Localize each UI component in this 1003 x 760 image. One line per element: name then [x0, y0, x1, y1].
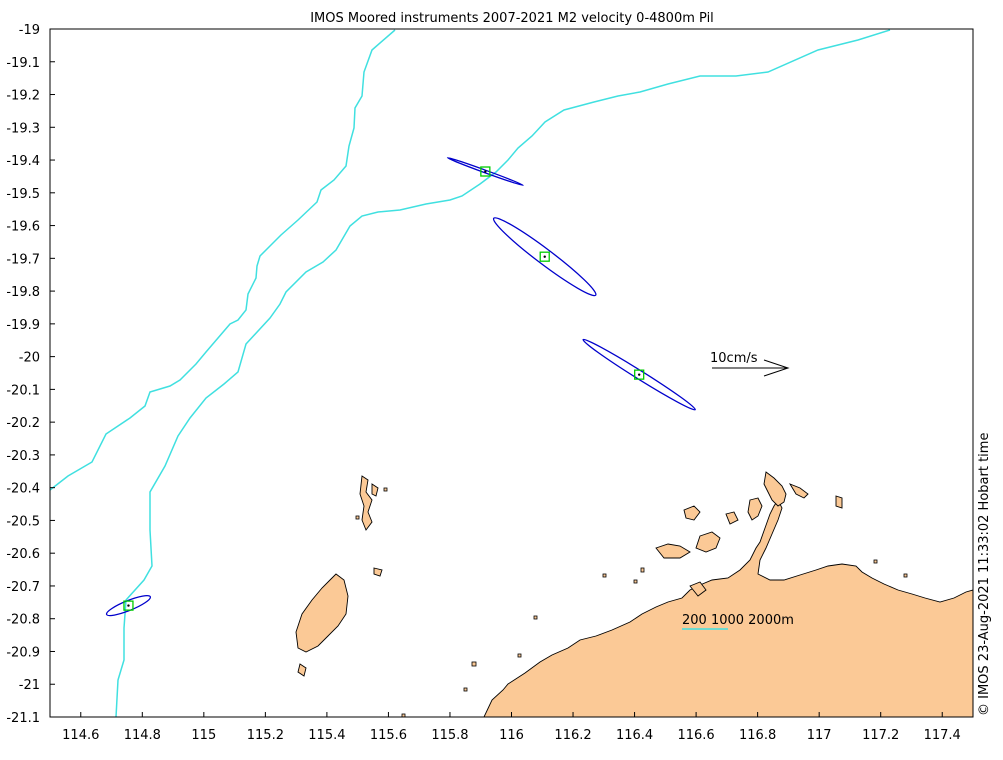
x-tick-label: 117.2 [862, 728, 899, 743]
mooring-marker [480, 166, 491, 177]
velocity-scale-label: 10cm/s [710, 351, 758, 366]
y-tick-label: -21 [19, 678, 40, 693]
y-tick-label: -20.2 [6, 416, 40, 431]
island-dampier-5 [725, 511, 739, 525]
burrup-peninsula [763, 471, 787, 507]
tidal-ellipse [446, 157, 524, 186]
x-tick-label: 116 [499, 728, 524, 743]
y-tick-label: -20.6 [6, 547, 40, 562]
tidal-ellipse [492, 217, 597, 297]
island-dampier-6 [835, 495, 843, 509]
montebello-islet-1 [371, 483, 379, 497]
y-tick-label: -19.2 [6, 89, 40, 104]
y-axis: -19 -19.1 -19.2 -19.3 -19.4 -19.5 -19.6 -19.7 -1… [6, 23, 55, 726]
x-tick-label: 115.4 [308, 728, 345, 743]
island-dampier-4 [683, 505, 701, 521]
x-tick-label: 116.2 [554, 728, 591, 743]
x-tick-label: 116.8 [739, 728, 776, 743]
x-tick-label: 114.6 [62, 728, 99, 743]
y-tick-label: -20.3 [6, 449, 40, 464]
island-barrow-south [297, 663, 307, 677]
x-tick-label: 117 [807, 728, 832, 743]
x-tick-label: 117.4 [924, 728, 961, 743]
y-tick-label: -19.8 [6, 285, 40, 300]
y-tick-label: -20.8 [6, 613, 40, 628]
y-tick-label: -20 [19, 351, 40, 366]
x-tick-label: 114.8 [124, 728, 161, 743]
mooring-center-dot [127, 604, 130, 607]
y-tick-label: -19.6 [6, 220, 40, 235]
y-tick-label: -20.9 [6, 645, 40, 660]
y-tick-label: -19 [19, 23, 40, 38]
island-dampier-2 [695, 531, 721, 553]
mainland-coastline [483, 499, 973, 717]
island-dampier-3 [655, 543, 691, 559]
island-dampier-east [788, 483, 809, 499]
y-tick-label: -19.7 [6, 252, 40, 267]
y-tick-label: -19.5 [6, 187, 40, 202]
map-title: IMOS Moored instruments 2007-2021 M2 vel… [310, 11, 714, 26]
y-tick-label: -20.7 [6, 580, 40, 595]
x-tick-label: 115.8 [431, 728, 468, 743]
y-tick-label: -21.1 [6, 711, 40, 726]
y-tick-label: -20.5 [6, 514, 40, 529]
x-tick-label: 115.6 [370, 728, 407, 743]
x-axis: 114.6 114.8 115 115.2 115.4 115.6 115.8 116 116.… [62, 712, 961, 743]
mooring-center-dot [637, 373, 641, 376]
scattered-islets [355, 487, 908, 717]
island-dampier-7 [689, 581, 707, 597]
mooring-marker [539, 251, 550, 262]
y-tick-label: -19.3 [6, 121, 40, 136]
y-tick-label: -20.1 [6, 383, 40, 398]
plot-area: 10cm/s 200 1000 2000m [50, 29, 973, 717]
tidal-ellipse-layer [105, 157, 696, 617]
barrow-island [295, 573, 349, 653]
isobath-contour-2000m [50, 29, 396, 491]
montebello-islet-2 [373, 567, 383, 577]
mooring-center-dot [543, 255, 546, 258]
isobath-contour-1000m [115, 29, 891, 717]
island-dampier-1 [747, 497, 763, 521]
y-tick-label: -19.1 [6, 56, 40, 71]
montebello-islands [359, 475, 373, 531]
x-tick-label: 116.6 [677, 728, 714, 743]
y-tick-label: -19.9 [6, 318, 40, 333]
y-tick-label: -20.4 [6, 482, 40, 497]
tidal-ellipse [582, 338, 696, 411]
x-tick-label: 115.2 [247, 728, 284, 743]
mooring-center-dot [484, 170, 487, 173]
velocity-scale-arrow [712, 359, 790, 377]
x-tick-label: 115 [191, 728, 216, 743]
mooring-marker [123, 600, 134, 611]
y-tick-label: -19.4 [6, 154, 40, 169]
mooring-marker-layer [123, 166, 645, 611]
mooring-marker [634, 369, 645, 380]
isobath-legend-label: 200 1000 2000m [682, 613, 794, 628]
copyright-notice: © IMOS 23-Aug-2021 11:33:02 Hobart time [977, 433, 992, 716]
x-tick-label: 116.4 [616, 728, 653, 743]
